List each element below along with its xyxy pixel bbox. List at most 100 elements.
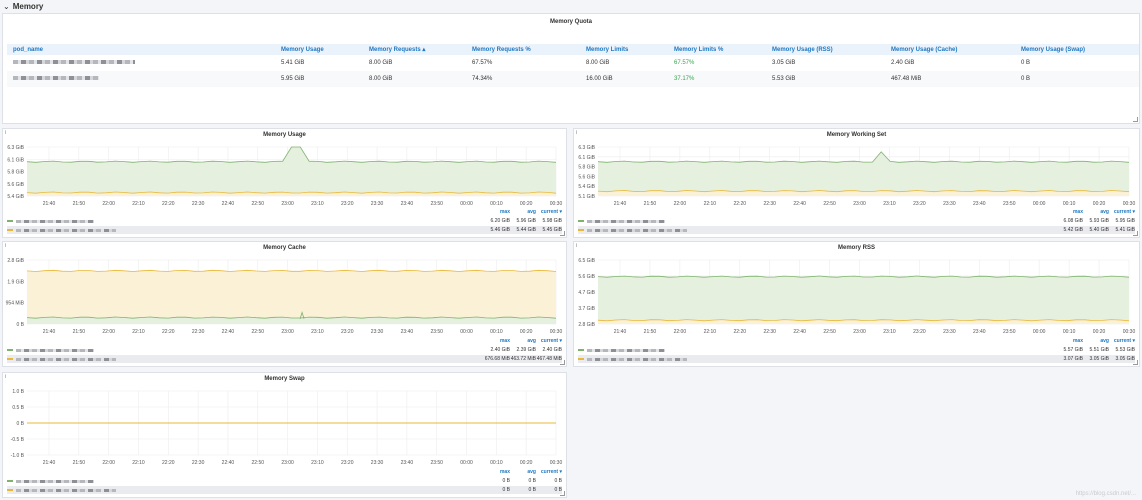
x-tick-label: 22:20 (734, 201, 747, 207)
series-line-2 (597, 190, 1130, 193)
y-tick-label: 5.1 GiB (578, 194, 595, 200)
legend-series-name (16, 348, 94, 352)
info-icon[interactable]: i (576, 130, 578, 136)
legend-column-header[interactable]: max (1072, 209, 1083, 215)
table-cell: 8.00 GiB (586, 60, 610, 66)
x-tick-label: 22:00 (674, 201, 687, 207)
column-header-memory-cache[interactable]: Memory Usage (Cache) (885, 44, 1015, 55)
resize-handle-icon[interactable] (560, 360, 565, 365)
x-tick-label: 22:30 (763, 329, 776, 335)
legend-series-name (16, 357, 116, 361)
legend-item[interactable]: 6.08 GiB 5.93 GiB 5.95 GiB (578, 217, 1135, 225)
legend-item[interactable]: 676.68 MiB 463.72 MiB 467.48 MiB (7, 355, 562, 363)
legend-value: 3.05 GiB (1115, 356, 1135, 362)
legend-item[interactable]: 2.40 GiB 2.39 GiB 2.40 GiB (7, 346, 562, 354)
graph-canvas[interactable]: 6.5 GiB 5.6 GiB 4.7 GiB 3.7 GiB 2.8 GiB 21:40… (574, 242, 1139, 336)
legend-column-header[interactable]: avg (527, 469, 536, 475)
x-tick-label: 23:20 (341, 201, 354, 207)
legend-column-header[interactable]: avg (527, 338, 536, 344)
legend-value: 0 B (528, 478, 536, 484)
legend-column-header[interactable]: avg (1100, 338, 1109, 344)
series-line-2 (26, 191, 557, 194)
row-header-memory[interactable]: ⌄ Memory (0, 0, 1142, 12)
table-cell: 467.48 MiB (885, 71, 1015, 87)
legend-item[interactable]: 3.07 GiB 3.05 GiB 3.05 GiB (578, 355, 1135, 363)
panel-title[interactable]: Memory Swap (264, 376, 305, 382)
table-cell: 74.34% (466, 71, 580, 87)
legend-swatch (578, 229, 584, 231)
info-icon[interactable]: i (576, 243, 578, 249)
legend-item[interactable]: 6.20 GiB 5.96 GiB 5.98 GiB (7, 217, 562, 225)
legend-value: 676.68 MiB (484, 356, 510, 362)
chevron-down-icon[interactable]: ⌄ (3, 1, 10, 11)
graph-canvas[interactable]: 2.8 GiB 1.9 GiB 954 MiB 0 B 21:40 21:50 22:00 2… (3, 242, 566, 336)
column-header-memory-limits-pct[interactable]: Memory Limits % (668, 44, 766, 55)
x-tick-label: 23:30 (371, 201, 384, 207)
legend-column-header[interactable]: max (1072, 338, 1083, 344)
y-tick-label: 0 B (16, 322, 24, 328)
row-title: Memory (12, 1, 44, 11)
x-tick-label: 22:40 (222, 329, 235, 335)
legend-value: 0 B (554, 487, 562, 493)
column-header-memory-swap[interactable]: Memory Usage (Swap) (1015, 44, 1139, 55)
legend-value: 0 B (554, 478, 562, 484)
resize-handle-icon[interactable] (1133, 117, 1138, 122)
info-icon[interactable]: i (5, 243, 7, 249)
legend-value: 5.41 GiB (1115, 227, 1135, 233)
legend-value: 5.45 GiB (542, 227, 562, 233)
legend-value: 5.44 GiB (516, 227, 536, 233)
graph-legend: max avg current ▾ 2.40 GiB 2.39 GiB 2.40 GiB 6… (7, 338, 562, 366)
panel-title[interactable]: Memory RSS (837, 245, 875, 251)
legend-series-name (16, 479, 94, 483)
legend-item[interactable]: 5.57 GiB 5.51 GiB 5.53 GiB (578, 346, 1135, 354)
graph-canvas[interactable]: 6.3 GiB 6.1 GiB 5.8 GiB 5.6 GiB 5.4 GiB 21:40… (3, 129, 566, 208)
info-icon[interactable]: i (5, 130, 7, 136)
series-line-1 (597, 151, 1130, 163)
legend-item[interactable]: 0 B 0 B 0 B (7, 486, 562, 494)
graph-canvas[interactable]: 1.0 B 0.5 B 0 B -0.5 B -1.0 B 21:40 21:50 22:00… (3, 373, 566, 467)
legend-item[interactable]: 0 B 0 B 0 B (7, 477, 562, 485)
column-header-memory-rss[interactable]: Memory Usage (RSS) (766, 44, 885, 55)
x-tick-label: 23:20 (913, 329, 926, 335)
legend-column-header[interactable]: avg (527, 209, 536, 215)
legend-column-header[interactable]: current ▾ (1113, 338, 1135, 344)
legend-column-header[interactable]: max (499, 469, 510, 475)
legend-column-header[interactable]: current ▾ (540, 469, 562, 475)
column-header-memory-requests-pct[interactable]: Memory Requests % (466, 44, 580, 55)
column-header-pod-name[interactable]: pod_name (7, 44, 275, 55)
column-header-memory-usage[interactable]: Memory Usage (275, 44, 363, 55)
graph-canvas[interactable]: 6.3 GiB 6.1 GiB 5.8 GiB 5.6 GiB 5.4 GiB 5.1 G… (574, 129, 1139, 208)
legend-column-header[interactable]: current ▾ (540, 338, 562, 344)
resize-handle-icon[interactable] (560, 231, 565, 236)
y-tick-label: 5.8 GiB (7, 170, 24, 176)
y-tick-label: 4.7 GiB (578, 290, 595, 296)
resize-handle-icon[interactable] (560, 491, 565, 496)
legend-item[interactable]: 5.46 GiB 5.44 GiB 5.45 GiB (7, 226, 562, 234)
legend-column-header[interactable]: current ▾ (540, 209, 562, 215)
resize-handle-icon[interactable] (1133, 360, 1138, 365)
x-tick-label: 23:00 (853, 329, 866, 335)
x-tick-label: 00:30 (550, 329, 563, 335)
legend-value: 467.48 MiB (536, 356, 562, 362)
legend-series-name (587, 348, 665, 352)
panel-title[interactable]: Memory Usage (263, 132, 306, 138)
legend-item[interactable]: 5.42 GiB 5.40 GiB 5.41 GiB (578, 226, 1135, 234)
panel-title[interactable]: Memory Working Set (826, 132, 887, 138)
resize-handle-icon[interactable] (1133, 231, 1138, 236)
legend-column-header[interactable]: current ▾ (1113, 209, 1135, 215)
panel-title[interactable]: Memory Cache (263, 245, 306, 251)
x-tick-label: 22:30 (192, 201, 205, 207)
x-tick-label: 00:10 (490, 201, 503, 207)
table-cell: 5.95 GiB (275, 71, 363, 87)
x-tick-label: 23:50 (430, 460, 443, 466)
legend-column-header[interactable]: max (499, 338, 510, 344)
info-icon[interactable]: i (5, 374, 7, 380)
panel-title[interactable]: Memory Quota (549, 19, 592, 25)
legend-column-header[interactable]: avg (1100, 209, 1109, 215)
column-header-memory-requests[interactable]: Memory Requests ▴ (363, 44, 466, 55)
legend-value: 6.08 GiB (1063, 218, 1083, 224)
x-tick-label: 22:10 (132, 329, 145, 335)
x-tick-label: 23:30 (943, 201, 956, 207)
column-header-memory-limits[interactable]: Memory Limits (580, 44, 668, 55)
legend-column-header[interactable]: max (499, 209, 510, 215)
